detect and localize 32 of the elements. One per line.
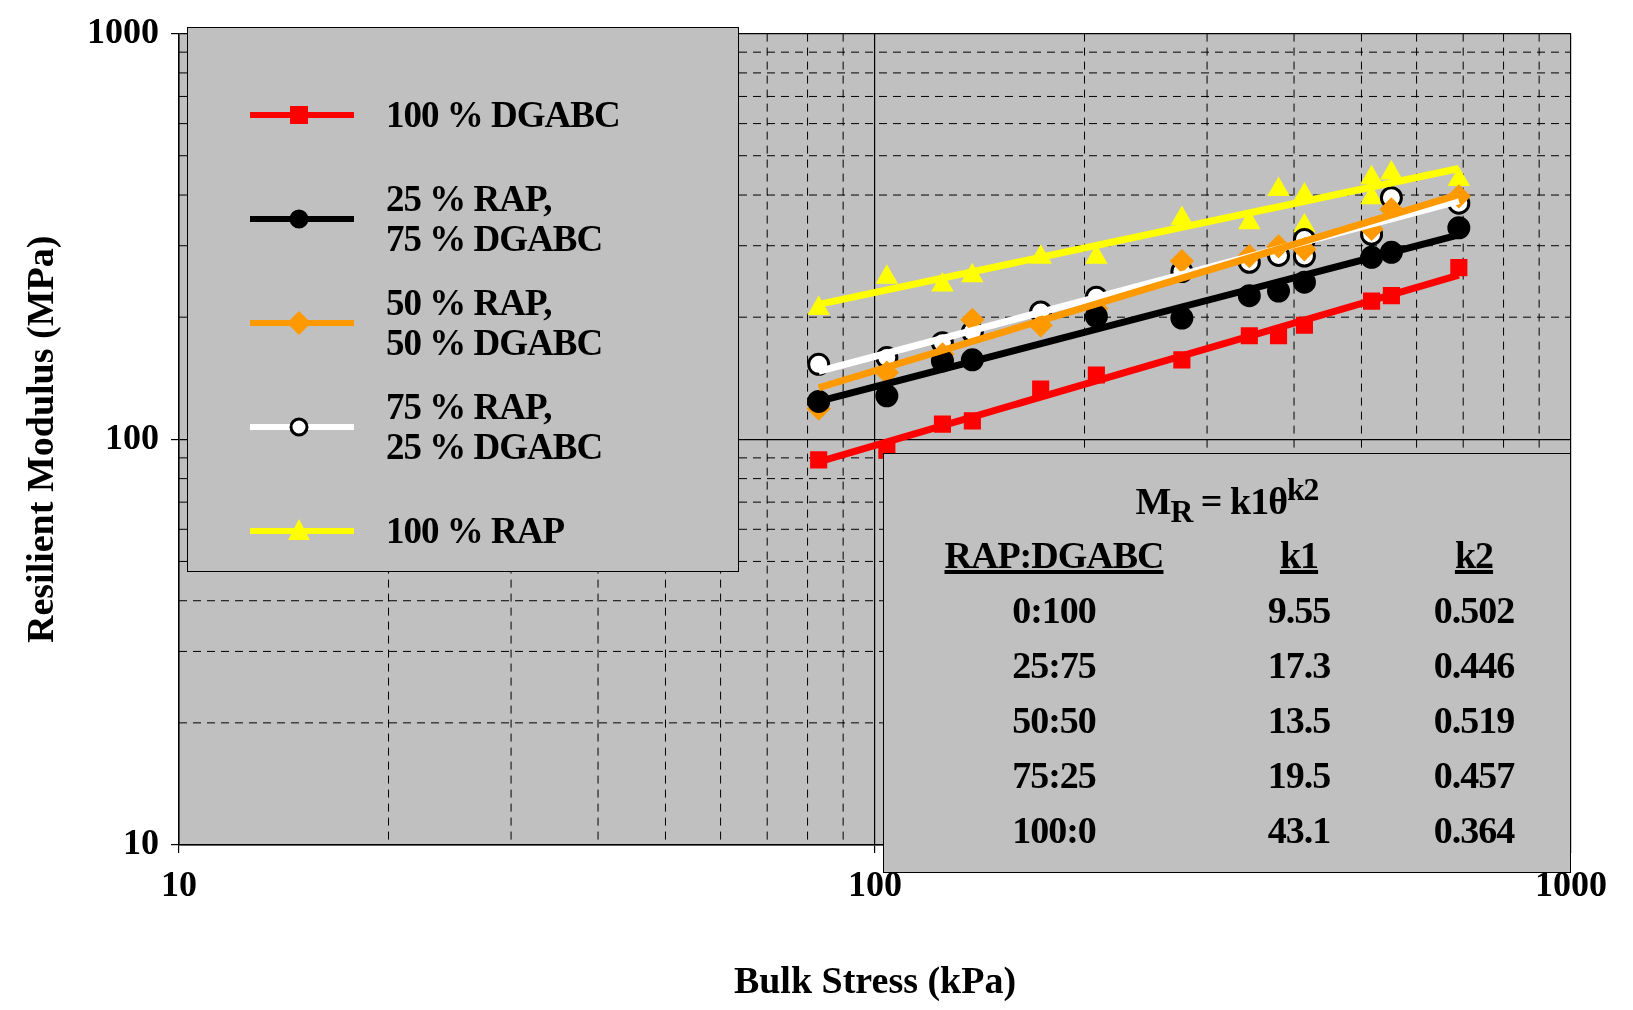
legend-label: 100 % DGABC: [386, 94, 621, 135]
annotation: k2: [1454, 534, 1494, 576]
annotation: 25:75: [1012, 644, 1096, 686]
annotation: M$_{R}$ = k1θ$^{k2}$: [1134, 472, 1320, 530]
legend-label: 100 % RAP: [386, 510, 566, 551]
annotation: 0.457: [1433, 754, 1515, 796]
annotation: 0.446: [1433, 644, 1515, 686]
x-tick-label: 10: [161, 863, 197, 904]
y-tick-label: 100: [105, 416, 159, 457]
annotation: 0:100: [1012, 589, 1096, 631]
legend-label: 25 % RAP, 75 % DGABC: [386, 178, 604, 259]
annotation: 9.55: [1267, 589, 1331, 631]
x-tick-label: 1000: [1535, 863, 1607, 904]
y-axis-title: Resilient Modulus (MPa): [18, 235, 62, 644]
annotation: 0.364: [1433, 809, 1515, 851]
annotation: 13.5: [1267, 699, 1331, 741]
annotation: 100:0: [1012, 809, 1096, 851]
annotation: 19.5: [1267, 754, 1331, 796]
annotation: 43.1: [1267, 809, 1331, 851]
x-tick-label: 100: [848, 863, 902, 904]
x-axis-title: Bulk Stress (kPa): [733, 959, 1017, 1003]
annotation: 50:50: [1012, 699, 1096, 741]
annotation: 17.3: [1267, 644, 1331, 686]
annotation: 0.502: [1433, 589, 1515, 631]
legend-label: 75 % RAP, 25 % DGABC: [386, 386, 604, 467]
annotation: k1: [1279, 534, 1319, 576]
legend-label: 50 % RAP, 50 % DGABC: [386, 282, 604, 363]
annotation: RAP:DGABC: [944, 534, 1164, 576]
annotation: 0.519: [1433, 699, 1515, 741]
y-tick-label: 1000: [87, 10, 159, 51]
y-tick-label: 10: [123, 822, 159, 863]
annotation: 75:25: [1012, 754, 1096, 796]
